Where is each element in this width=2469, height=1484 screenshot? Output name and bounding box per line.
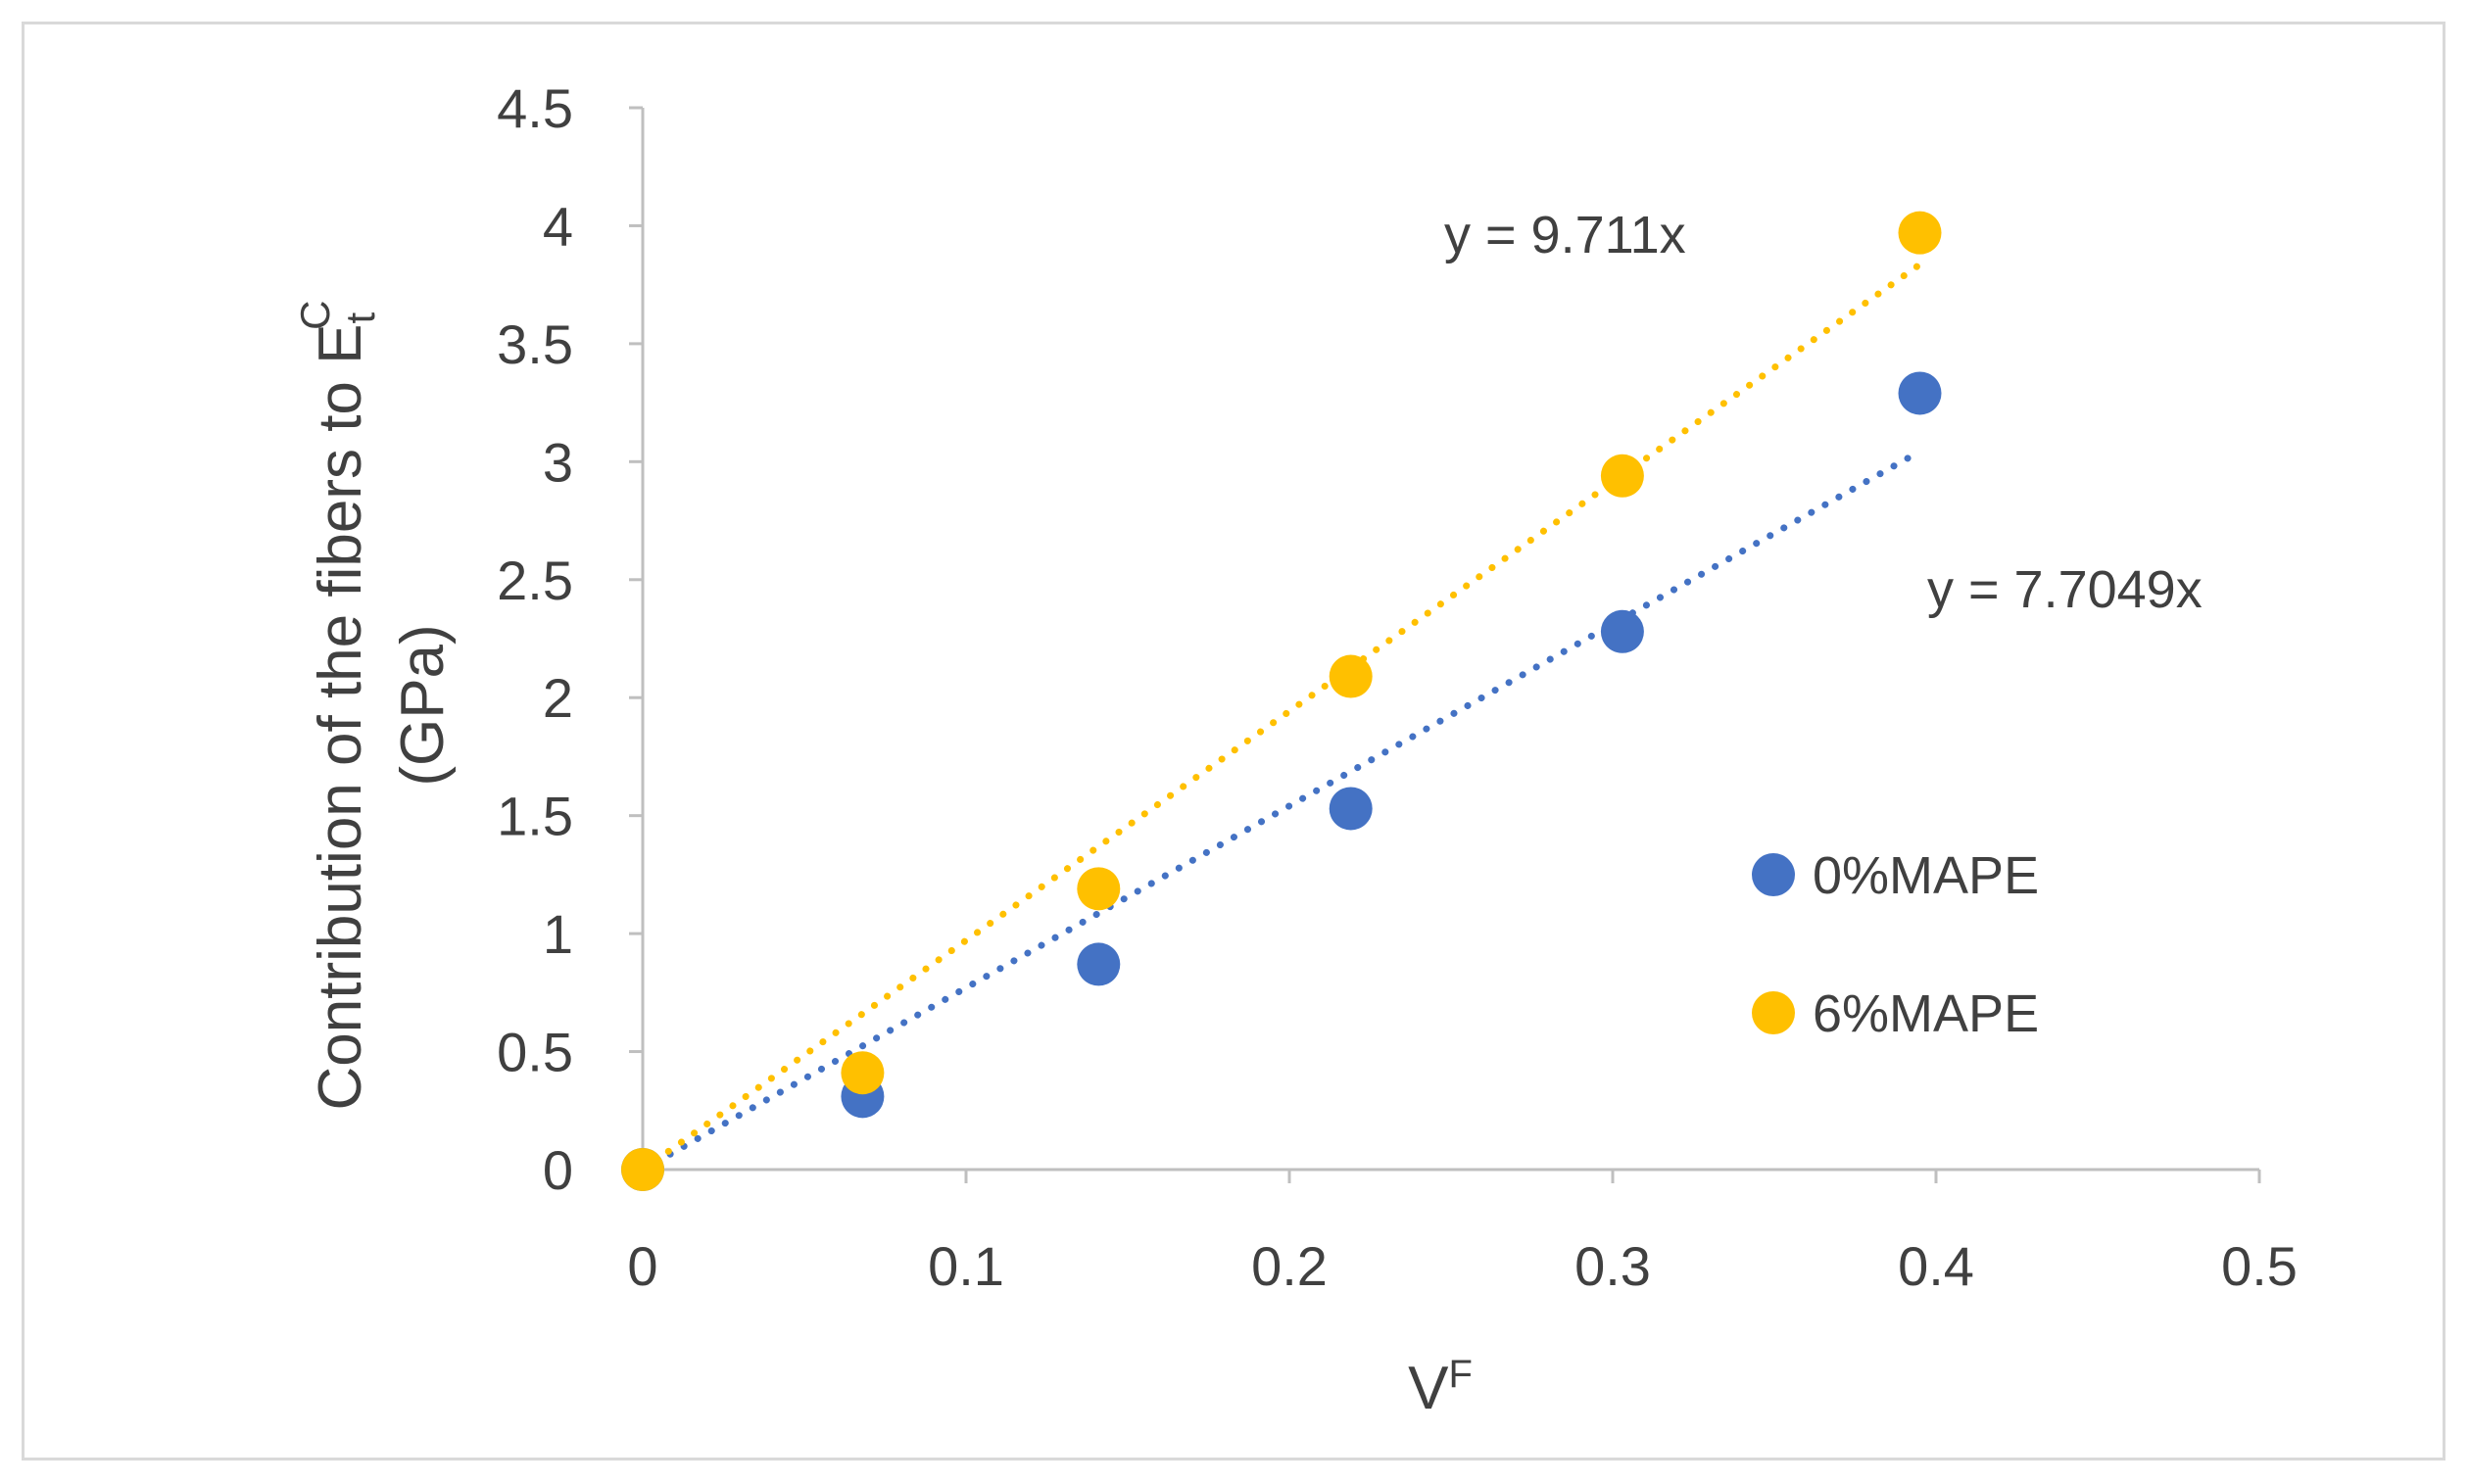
data-points bbox=[621, 211, 1942, 1191]
x-tick-label: 0.2 bbox=[1251, 1235, 1328, 1297]
y-axis-label-line1: Contribution of the fibers to EtC bbox=[292, 300, 383, 1110]
legend-marker-6-mape bbox=[1752, 991, 1795, 1034]
y-tick-label: 1 bbox=[543, 903, 573, 965]
y-axis-label-line2: (GPa) bbox=[389, 624, 457, 786]
x-axis-label-sup: F bbox=[1448, 1353, 1472, 1396]
data-point-6-mape bbox=[1329, 654, 1373, 698]
data-point-6-mape bbox=[1077, 867, 1121, 911]
y-tick-label: 0 bbox=[543, 1139, 573, 1201]
x-ticks: 0 0.1 0.2 0.3 0.4 0.5 bbox=[627, 1170, 2298, 1297]
axes bbox=[641, 108, 2259, 1172]
legend-marker-0-mape bbox=[1752, 853, 1795, 896]
data-point-6-mape bbox=[621, 1148, 664, 1191]
y-axis-label-main: Contribution of the fibers to E bbox=[307, 324, 374, 1111]
x-axis-label: VF bbox=[1408, 1353, 1473, 1422]
data-point-6-mape bbox=[841, 1051, 885, 1095]
y-tick-label: 3.5 bbox=[497, 313, 573, 375]
y-axis-label-sup: C bbox=[292, 300, 338, 329]
x-tick-label: 0 bbox=[627, 1235, 657, 1297]
trendline-label-0-mape: y = 7.7049x bbox=[1927, 560, 2203, 619]
y-axis-label: Contribution of the fibers to EtC (GPa) bbox=[292, 300, 457, 1110]
data-point-0-mape bbox=[1600, 609, 1644, 653]
y-tick-label: 4 bbox=[543, 195, 573, 257]
y-axis-label-sub: t bbox=[337, 312, 383, 324]
data-point-0-mape bbox=[1077, 942, 1121, 986]
y-tick-label: 1.5 bbox=[497, 786, 573, 847]
chart-frame bbox=[22, 22, 2445, 1460]
y-tick-label: 3 bbox=[543, 431, 573, 493]
legend: 0%MAPE 6%MAPE bbox=[1752, 846, 2039, 1043]
trendlines bbox=[639, 261, 1923, 1173]
trendline-label-6-mape: y = 9.711x bbox=[1444, 206, 1686, 264]
y-tick-label: 4.5 bbox=[497, 77, 573, 139]
x-tick-label: 0.5 bbox=[2221, 1235, 2298, 1297]
x-tick-label: 0.1 bbox=[928, 1235, 1004, 1297]
trendline-0-mape bbox=[639, 448, 1923, 1173]
data-point-0-mape bbox=[1898, 371, 1942, 415]
x-tick-label: 0.4 bbox=[1898, 1235, 1974, 1297]
data-point-6-mape bbox=[1600, 454, 1644, 498]
y-ticks: 0 0.5 1 1.5 2 2.5 3 3.5 4 4.5 bbox=[497, 77, 643, 1201]
x-axis-label-main: V bbox=[1408, 1355, 1449, 1422]
legend-label-6-mape: 6%MAPE bbox=[1813, 984, 2039, 1043]
y-tick-label: 2.5 bbox=[497, 550, 573, 611]
y-tick-label: 2 bbox=[543, 667, 573, 729]
legend-label-0-mape: 0%MAPE bbox=[1813, 846, 2039, 905]
data-point-6-mape bbox=[1898, 211, 1942, 255]
trendline-6-mape bbox=[639, 261, 1923, 1173]
y-tick-label: 0.5 bbox=[497, 1022, 573, 1083]
data-point-0-mape bbox=[1329, 787, 1373, 831]
x-tick-label: 0.3 bbox=[1574, 1235, 1651, 1297]
